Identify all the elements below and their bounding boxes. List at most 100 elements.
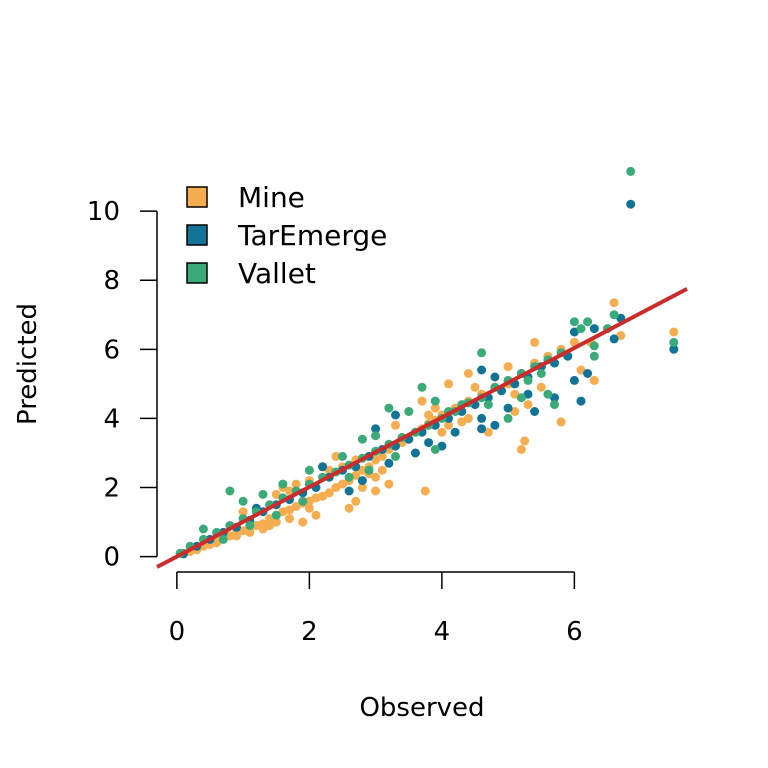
point-mine <box>510 389 520 399</box>
point-vallet <box>536 369 546 378</box>
point-mine <box>417 396 427 406</box>
point-taremerge <box>450 427 460 437</box>
point-mine <box>285 486 294 496</box>
point-vallet <box>523 375 533 385</box>
x-tick-label: 6 <box>566 617 583 647</box>
point-taremerge <box>589 324 599 334</box>
point-mine <box>377 465 387 475</box>
point-mine <box>377 451 387 461</box>
point-vallet <box>344 472 354 482</box>
point-mine <box>318 491 328 501</box>
point-mine <box>245 527 255 537</box>
point-taremerge <box>477 424 487 434</box>
x-tick-label: 4 <box>434 617 451 647</box>
point-vallet <box>609 310 619 320</box>
point-vallet <box>384 403 394 413</box>
point-mine <box>285 514 294 524</box>
point-vallet <box>271 510 281 520</box>
point-taremerge <box>424 438 434 448</box>
point-mine <box>516 445 526 454</box>
point-mine <box>523 400 533 410</box>
point-mine <box>576 365 586 375</box>
point-mine <box>371 455 381 465</box>
point-mine <box>430 403 440 413</box>
point-vallet <box>417 382 427 392</box>
legend-label-mine: Mine <box>238 181 305 214</box>
point-vallet <box>357 434 367 444</box>
point-mine <box>338 479 347 489</box>
point-vallet <box>338 451 347 461</box>
point-vallet <box>589 341 599 351</box>
point-mine <box>265 521 275 530</box>
point-vallet <box>364 465 374 475</box>
point-taremerge <box>410 448 420 458</box>
point-vallet <box>543 389 553 399</box>
point-vallet <box>258 489 268 499</box>
point-mine <box>344 503 354 513</box>
point-taremerge <box>576 396 586 406</box>
point-mine <box>420 486 430 496</box>
point-mine <box>311 510 321 520</box>
point-mine <box>225 531 235 541</box>
point-mine <box>298 517 308 527</box>
point-mine <box>357 483 367 492</box>
point-taremerge <box>344 486 354 496</box>
point-mine <box>371 472 381 482</box>
point-taremerge <box>477 413 487 423</box>
point-taremerge <box>523 389 533 399</box>
point-mine <box>331 451 341 461</box>
point-vallet <box>218 534 228 544</box>
point-taremerge <box>490 420 500 430</box>
point-mine <box>265 514 275 524</box>
point-mine <box>371 486 381 496</box>
point-vallet <box>576 324 586 334</box>
point-vallet <box>589 351 599 361</box>
point-vallet <box>278 479 288 489</box>
point-vallet <box>483 400 493 410</box>
point-mine <box>444 379 453 389</box>
legend-swatch-taremerge <box>186 224 208 246</box>
point-taremerge <box>477 365 487 375</box>
point-taremerge <box>371 424 381 434</box>
point-vallet <box>583 317 593 327</box>
point-vallet <box>238 496 248 506</box>
legend-swatch-vallet <box>186 262 208 284</box>
point-mine <box>258 524 268 534</box>
point-mine <box>536 382 546 392</box>
point-taremerge <box>318 462 328 472</box>
legend-label-vallet: Vallet <box>238 257 316 290</box>
point-mine <box>238 507 248 517</box>
point-vallet <box>516 393 526 403</box>
series-taremerge <box>179 199 679 559</box>
point-taremerge <box>669 344 679 354</box>
point-taremerge <box>391 410 400 420</box>
point-mine <box>437 427 447 437</box>
point-mine <box>503 362 513 372</box>
point-mine <box>463 413 473 423</box>
point-vallet <box>430 445 440 454</box>
point-mine <box>291 479 301 489</box>
point-mine <box>424 410 434 420</box>
point-mine <box>556 417 566 427</box>
point-mine <box>616 331 626 340</box>
y-axis: 0 2 4 6 8 10 <box>87 197 158 573</box>
point-vallet <box>198 524 208 534</box>
point-vallet <box>626 166 636 176</box>
x-axis-label: Observed <box>359 693 484 723</box>
x-tick-label: 2 <box>301 617 318 647</box>
point-mine <box>304 503 314 513</box>
point-mine <box>285 505 294 515</box>
point-mine <box>384 479 394 489</box>
y-tick-label: 8 <box>103 266 120 296</box>
point-mine <box>609 298 619 308</box>
point-taremerge <box>530 407 540 416</box>
point-mine <box>483 427 493 437</box>
legend-swatch-mine <box>186 186 208 208</box>
point-taremerge <box>550 393 559 403</box>
point-vallet <box>569 317 579 327</box>
point-taremerge <box>569 375 579 385</box>
point-taremerge <box>503 403 513 413</box>
y-tick-label: 0 <box>103 543 120 573</box>
point-mine <box>271 517 281 527</box>
y-axis-label: Predicted <box>13 303 43 425</box>
